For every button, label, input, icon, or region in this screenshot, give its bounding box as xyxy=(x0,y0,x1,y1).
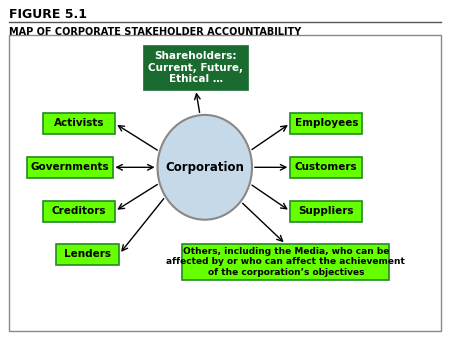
FancyBboxPatch shape xyxy=(56,244,119,265)
Text: Employees: Employees xyxy=(294,118,358,128)
FancyBboxPatch shape xyxy=(43,201,115,222)
FancyBboxPatch shape xyxy=(27,157,112,178)
Text: MAP OF CORPORATE STAKEHOLDER ACCOUNTABILITY: MAP OF CORPORATE STAKEHOLDER ACCOUNTABIL… xyxy=(9,27,301,37)
Text: Shareholders:
Current, Future,
Ethical …: Shareholders: Current, Future, Ethical … xyxy=(148,51,243,84)
Text: Others, including the Media, who can be
affected by or who can affect the achiev: Others, including the Media, who can be … xyxy=(166,247,405,277)
FancyBboxPatch shape xyxy=(290,157,362,178)
Ellipse shape xyxy=(158,115,252,220)
FancyBboxPatch shape xyxy=(290,113,362,134)
Text: Customers: Customers xyxy=(295,162,358,172)
Text: Lenders: Lenders xyxy=(64,249,111,259)
FancyBboxPatch shape xyxy=(9,35,441,331)
Text: FIGURE 5.1: FIGURE 5.1 xyxy=(9,8,87,21)
FancyBboxPatch shape xyxy=(144,46,248,90)
Text: Activists: Activists xyxy=(54,118,104,128)
FancyBboxPatch shape xyxy=(182,244,389,280)
Text: Creditors: Creditors xyxy=(51,206,106,216)
Text: Suppliers: Suppliers xyxy=(298,206,354,216)
FancyBboxPatch shape xyxy=(43,113,115,134)
FancyBboxPatch shape xyxy=(290,201,362,222)
Text: Corporation: Corporation xyxy=(165,161,244,174)
Text: Governments: Governments xyxy=(31,162,109,172)
